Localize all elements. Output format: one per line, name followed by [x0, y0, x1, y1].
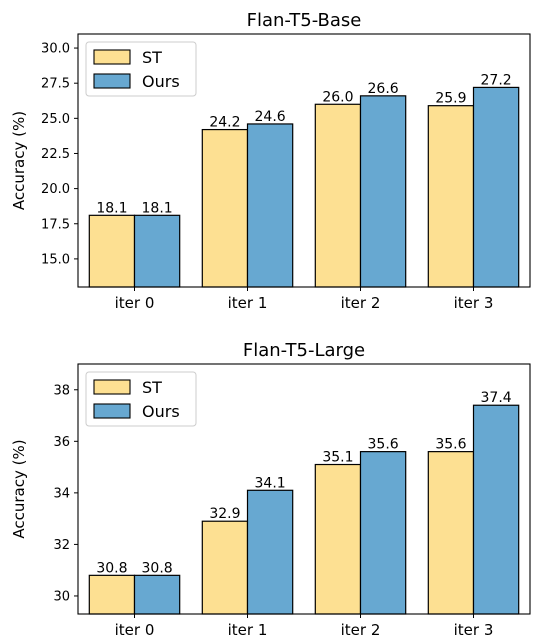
y-tick-label: 38: [53, 383, 70, 398]
chart-panel-1: Flan-T5-Base 18.1 24.2 26.0 25.9 18.1 24.6 26.6…: [10, 10, 531, 312]
chart-title: Flan-T5-Large: [243, 340, 365, 361]
legend-swatch-st: [93, 379, 131, 395]
x-tick-label: iter 3: [454, 294, 494, 312]
plot-frame: [77, 363, 531, 615]
x-tick-label: iter 1: [228, 621, 268, 639]
bar-value-label: 32.9: [209, 506, 240, 522]
bar-ours-iter-1: [246, 489, 294, 615]
y-axis-label: Accuracy (%): [10, 439, 28, 538]
bar-st-iter-2: [314, 103, 362, 288]
bar-value-label: 35.6: [368, 437, 399, 453]
bar-st-iter-0: [88, 214, 136, 288]
legend-swatch-ours: [93, 403, 131, 419]
bar-value-label: 37.4: [481, 390, 512, 406]
bar-ours-iter-0: [133, 214, 181, 288]
legend: ST Ours: [85, 41, 197, 97]
legend-label-ours: Ours: [142, 72, 180, 91]
y-tick-label: 15.0: [41, 252, 70, 267]
y-tick-label: 17.5: [41, 217, 70, 232]
bar-ours-iter-0: [133, 574, 181, 615]
bar-st-iter-3: [427, 105, 475, 288]
bar-value-label: 24.2: [209, 115, 240, 131]
bar-value-label: 25.9: [435, 91, 466, 107]
bar-value-label: 27.2: [481, 72, 512, 88]
bar-value-label: 35.1: [322, 450, 353, 466]
y-tick-label: 36: [53, 435, 70, 450]
y-tick-label: 20.0: [41, 182, 70, 197]
legend-label-ours: Ours: [142, 402, 180, 421]
legend-label-st: ST: [142, 378, 162, 397]
y-tick-label: 27.5: [41, 77, 70, 92]
y-tick-label: 30: [53, 589, 70, 604]
x-tick-label: iter 0: [115, 294, 155, 312]
plot-frame: [77, 33, 531, 288]
legend: ST Ours: [85, 371, 197, 427]
bar-ours-iter-2: [359, 95, 407, 288]
y-axis-label: Accuracy (%): [10, 111, 28, 210]
y-tick-label: 30.0: [41, 42, 70, 57]
x-tick-label: iter 0: [115, 621, 155, 639]
y-tick-label: 34: [53, 486, 70, 501]
x-tick-label: iter 1: [228, 294, 268, 312]
bar-st-iter-1: [201, 128, 249, 288]
bar-value-label: 18.1: [142, 200, 173, 216]
x-tick-label: iter 2: [341, 621, 381, 639]
bar-ours-iter-3: [472, 404, 520, 615]
x-tick-label: iter 2: [341, 294, 381, 312]
bar-value-label: 35.6: [435, 437, 466, 453]
chart-panel-2: Flan-T5-Large 30.8 32.9 35.1 35.6 30.8 34.1 35.…: [10, 340, 531, 639]
bar-value-label: 30.8: [142, 560, 173, 576]
bar-st-iter-3: [427, 451, 475, 615]
legend-swatch-ours: [93, 73, 131, 89]
bar-st-iter-0: [88, 574, 136, 615]
bar-value-label: 18.1: [96, 200, 127, 216]
chart-title: Flan-T5-Base: [247, 10, 362, 31]
bar-ours-iter-2: [359, 451, 407, 615]
legend-label-st: ST: [142, 48, 162, 67]
bar-ours-iter-3: [472, 86, 520, 288]
bar-ours-iter-1: [246, 123, 294, 288]
legend-swatch-st: [93, 49, 131, 65]
bar-value-label: 26.6: [368, 81, 399, 97]
bar-st-iter-1: [201, 520, 249, 615]
x-tick-label: iter 3: [454, 621, 494, 639]
bar-value-label: 26.0: [322, 89, 353, 105]
bar-value-label: 30.8: [96, 560, 127, 576]
y-tick-label: 22.5: [41, 147, 70, 162]
bar-value-label: 24.6: [255, 109, 286, 125]
bar-value-label: 34.1: [255, 475, 286, 491]
y-tick-label: 25.0: [41, 112, 70, 127]
bar-st-iter-2: [314, 463, 362, 615]
y-tick-label: 32: [53, 538, 70, 553]
